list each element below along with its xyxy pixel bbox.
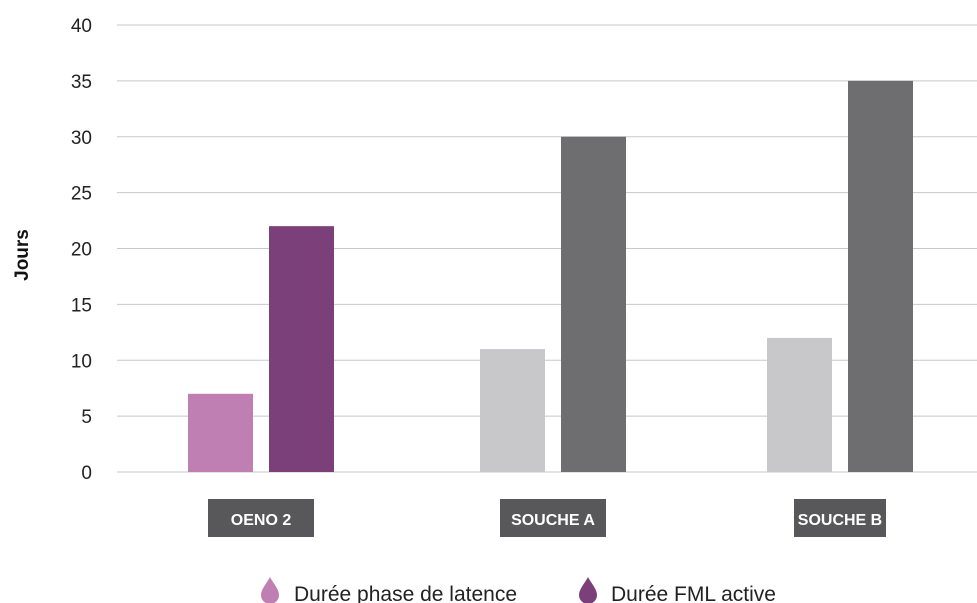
bar — [848, 80, 913, 472]
category-label: OENO 2 — [231, 512, 292, 529]
legend-drop-icon — [261, 577, 279, 603]
y-axis-label: Jours — [12, 229, 33, 281]
category-labels: OENO 2 SOUCHE A SOUCHE B — [208, 499, 886, 537]
legend: Durée phase de latence Durée FML active — [261, 577, 776, 603]
y-axis-ticks: 0 5 10 15 20 25 30 35 40 — [71, 16, 92, 484]
y-tick-label: 15 — [71, 295, 92, 316]
y-tick-label: 20 — [71, 240, 92, 261]
bar — [480, 349, 545, 472]
category-label: SOUCHE B — [798, 512, 882, 529]
bar — [269, 226, 334, 472]
y-tick-label: 10 — [71, 351, 92, 372]
legend-label: Durée FML active — [611, 583, 776, 603]
y-tick-label: 35 — [71, 72, 92, 93]
category-label-box — [208, 499, 314, 537]
gridlines — [117, 24, 977, 473]
bar — [188, 393, 253, 472]
category-label-box — [794, 499, 886, 537]
legend-drop-icon — [579, 577, 597, 603]
y-tick-label: 30 — [71, 128, 92, 149]
bar — [561, 136, 626, 472]
y-tick-label: 0 — [81, 463, 92, 484]
y-tick-label: 5 — [81, 407, 92, 428]
category-label-box — [500, 499, 606, 537]
category-label: SOUCHE A — [511, 512, 595, 529]
y-tick-label: 40 — [71, 16, 92, 37]
bars — [188, 80, 913, 472]
y-tick-label: 25 — [71, 184, 92, 205]
bar — [767, 337, 832, 472]
legend-label: Durée phase de latence — [294, 583, 517, 603]
